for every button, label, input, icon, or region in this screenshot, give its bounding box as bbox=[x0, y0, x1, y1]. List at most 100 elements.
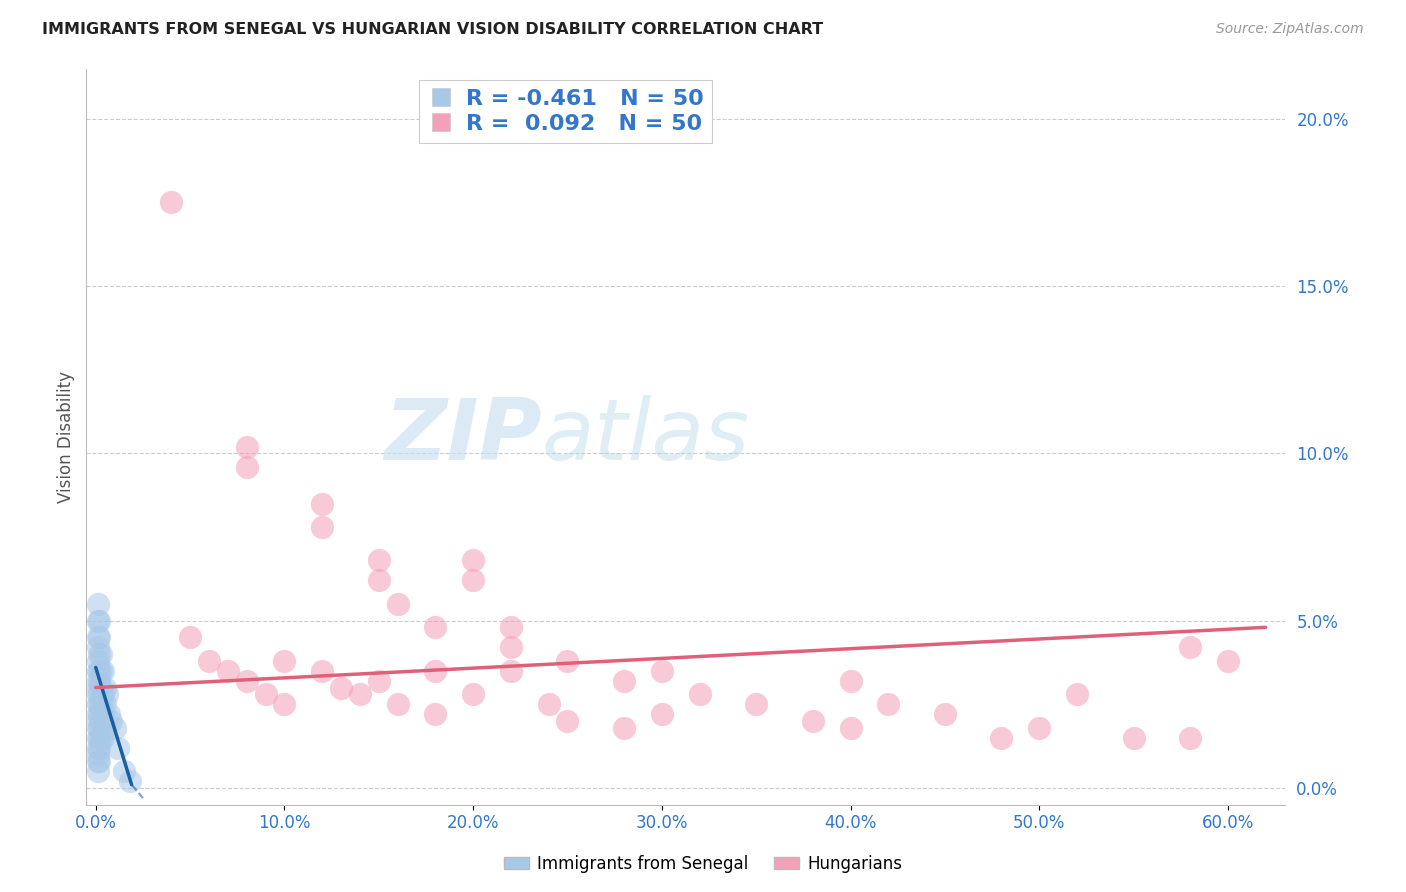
Point bbox=[367, 574, 389, 588]
Point bbox=[100, 714, 122, 728]
Point bbox=[89, 664, 111, 678]
Point bbox=[349, 687, 371, 701]
Point bbox=[89, 673, 111, 688]
Legend: R = -0.461   N = 50, R =  0.092   N = 50: R = -0.461 N = 50, R = 0.092 N = 50 bbox=[419, 79, 713, 143]
Point bbox=[86, 754, 108, 768]
Point bbox=[990, 731, 1012, 745]
Point bbox=[463, 553, 485, 567]
Point bbox=[89, 614, 111, 628]
Point bbox=[499, 620, 522, 634]
Point bbox=[387, 698, 409, 712]
Point bbox=[745, 698, 768, 712]
Point bbox=[425, 707, 447, 722]
Point bbox=[89, 731, 111, 745]
Point bbox=[1066, 687, 1088, 701]
Text: atlas: atlas bbox=[541, 395, 749, 478]
Point bbox=[839, 721, 862, 735]
Point bbox=[499, 664, 522, 678]
Point bbox=[1122, 731, 1144, 745]
Point bbox=[217, 664, 239, 678]
Point bbox=[94, 698, 117, 712]
Point bbox=[425, 664, 447, 678]
Point bbox=[90, 714, 112, 728]
Point bbox=[86, 764, 108, 779]
Point bbox=[198, 654, 221, 668]
Point bbox=[86, 698, 108, 712]
Point bbox=[90, 647, 112, 661]
Point bbox=[273, 654, 295, 668]
Point bbox=[934, 707, 956, 722]
Point bbox=[90, 731, 112, 745]
Point bbox=[112, 764, 135, 779]
Point bbox=[235, 673, 257, 688]
Point bbox=[107, 740, 129, 755]
Point bbox=[801, 714, 824, 728]
Point bbox=[367, 553, 389, 567]
Point bbox=[118, 774, 141, 789]
Point bbox=[235, 440, 257, 454]
Point bbox=[1028, 721, 1050, 735]
Point bbox=[94, 721, 117, 735]
Point bbox=[89, 631, 111, 645]
Point bbox=[86, 687, 108, 701]
Text: IMMIGRANTS FROM SENEGAL VS HUNGARIAN VISION DISABILITY CORRELATION CHART: IMMIGRANTS FROM SENEGAL VS HUNGARIAN VIS… bbox=[42, 22, 824, 37]
Point bbox=[839, 673, 862, 688]
Point bbox=[86, 681, 108, 695]
Point bbox=[91, 687, 114, 701]
Point bbox=[235, 459, 257, 474]
Point bbox=[91, 707, 114, 722]
Point bbox=[311, 520, 333, 534]
Point bbox=[557, 714, 579, 728]
Point bbox=[311, 496, 333, 510]
Point bbox=[89, 721, 111, 735]
Point bbox=[86, 721, 108, 735]
Point bbox=[557, 654, 579, 668]
Point bbox=[89, 647, 111, 661]
Point bbox=[330, 681, 353, 695]
Point bbox=[877, 698, 900, 712]
Y-axis label: Vision Disability: Vision Disability bbox=[58, 370, 75, 502]
Point bbox=[179, 631, 201, 645]
Point bbox=[86, 740, 108, 755]
Point bbox=[689, 687, 711, 701]
Point bbox=[311, 664, 333, 678]
Point bbox=[613, 721, 636, 735]
Point bbox=[90, 681, 112, 695]
Point bbox=[96, 687, 118, 701]
Point bbox=[104, 721, 127, 735]
Point bbox=[90, 664, 112, 678]
Point bbox=[86, 631, 108, 645]
Point bbox=[90, 698, 112, 712]
Point bbox=[613, 673, 636, 688]
Point bbox=[1178, 640, 1201, 655]
Point bbox=[463, 687, 485, 701]
Point bbox=[499, 640, 522, 655]
Point bbox=[425, 620, 447, 634]
Point bbox=[86, 640, 108, 655]
Point bbox=[86, 707, 108, 722]
Point bbox=[651, 707, 673, 722]
Point bbox=[89, 707, 111, 722]
Point bbox=[463, 574, 485, 588]
Point bbox=[367, 673, 389, 688]
Point bbox=[537, 698, 560, 712]
Point bbox=[1178, 731, 1201, 745]
Text: Source: ZipAtlas.com: Source: ZipAtlas.com bbox=[1216, 22, 1364, 37]
Point bbox=[89, 754, 111, 768]
Point bbox=[86, 673, 108, 688]
Point bbox=[86, 614, 108, 628]
Point bbox=[651, 664, 673, 678]
Point bbox=[91, 731, 114, 745]
Point bbox=[86, 654, 108, 668]
Point bbox=[89, 687, 111, 701]
Point bbox=[86, 597, 108, 611]
Point bbox=[89, 740, 111, 755]
Point bbox=[86, 731, 108, 745]
Text: ZIP: ZIP bbox=[384, 395, 541, 478]
Point bbox=[89, 698, 111, 712]
Point bbox=[97, 707, 120, 722]
Point bbox=[86, 714, 108, 728]
Point bbox=[94, 681, 117, 695]
Point bbox=[273, 698, 295, 712]
Point bbox=[91, 664, 114, 678]
